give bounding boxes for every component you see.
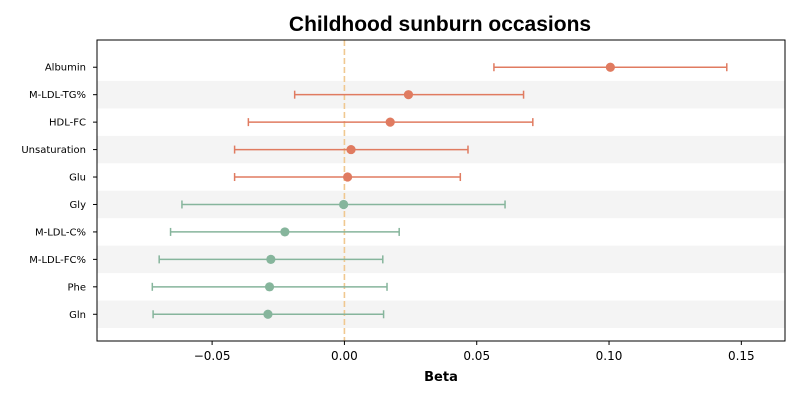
- y-tick-label: M-LDL-TG%: [29, 90, 86, 101]
- estimate-albumin: [493, 62, 728, 72]
- estimate-gly: [181, 199, 506, 210]
- estimate-phe: [151, 282, 388, 292]
- x-tick-label: 0.15: [728, 349, 755, 363]
- estimate-unsaturation: [233, 144, 469, 155]
- point-estimate: [342, 172, 353, 182]
- y-tick-label: Glu: [69, 173, 86, 184]
- point-estimate: [280, 227, 290, 237]
- point-estimate: [605, 62, 615, 72]
- y-tick-label: HDL-FC: [49, 118, 86, 129]
- y-tick-label: Albumin: [45, 63, 86, 74]
- y-tick-label: Phe: [67, 282, 86, 293]
- point-estimate: [266, 254, 276, 264]
- y-tick-label: M-LDL-FC%: [29, 255, 86, 266]
- x-tick-label: 0.05: [463, 349, 490, 363]
- estimate-glu: [233, 172, 462, 182]
- x-tick-label: 0.00: [331, 349, 358, 363]
- x-tick-label: 0.10: [596, 349, 623, 363]
- estimate-m-ldl-c-: [169, 227, 400, 237]
- estimate-hdl-fc: [247, 117, 534, 127]
- point-estimate: [264, 282, 275, 292]
- y-axis: Albumin M-LDL-TG% HDL-FC Unsaturation Glu Gly…: [21, 63, 97, 321]
- x-tick-label: −0.05: [194, 349, 231, 363]
- point-estimate: [346, 144, 356, 155]
- y-tick-label: Gly: [70, 200, 87, 211]
- point-estimate: [403, 90, 414, 100]
- y-tick-label: Gln: [69, 310, 86, 321]
- x-axis-label: Beta: [424, 370, 458, 385]
- point-estimate: [263, 309, 273, 319]
- point-estimate: [339, 199, 349, 210]
- point-estimate: [385, 117, 395, 127]
- plot-frame: [96, 39, 786, 342]
- x-axis: −0.05 0.00 0.05 0.10 0.15: [194, 341, 755, 363]
- chart-title: Childhood sunburn occasions: [289, 13, 591, 36]
- estimate-m-ldl-fc-: [158, 254, 384, 264]
- y-tick-label: Unsaturation: [21, 145, 86, 156]
- estimate-m-ldl-tg-: [293, 90, 525, 100]
- y-tick-label: M-LDL-C%: [35, 227, 86, 238]
- estimates-group: [151, 62, 728, 319]
- estimate-gln: [152, 309, 385, 319]
